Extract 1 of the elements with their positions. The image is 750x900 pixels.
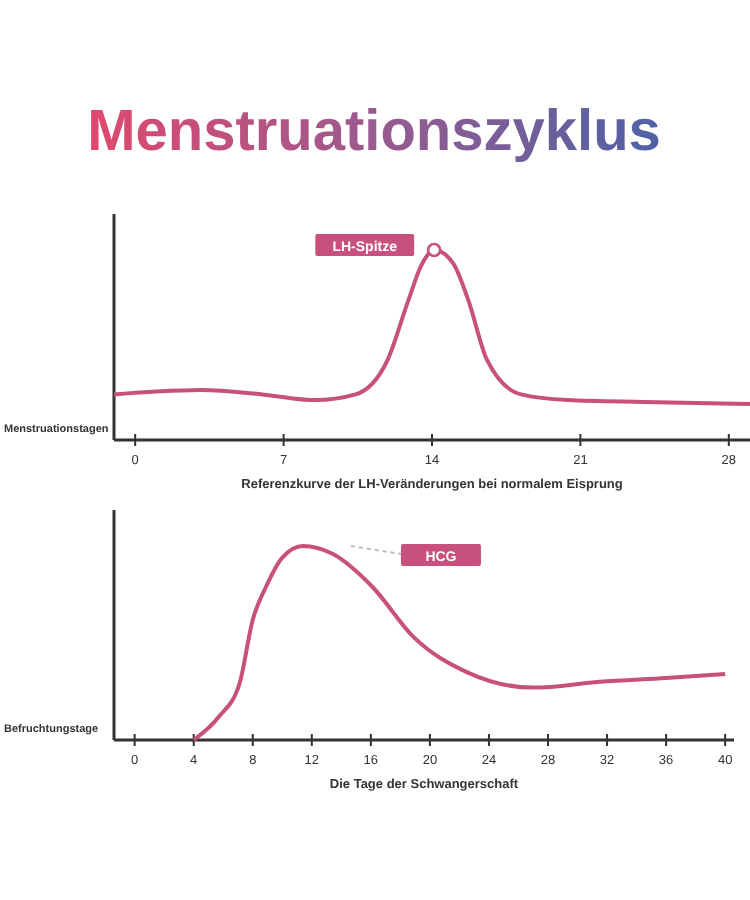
chart-title: Menstruationszyklus bbox=[87, 100, 661, 164]
